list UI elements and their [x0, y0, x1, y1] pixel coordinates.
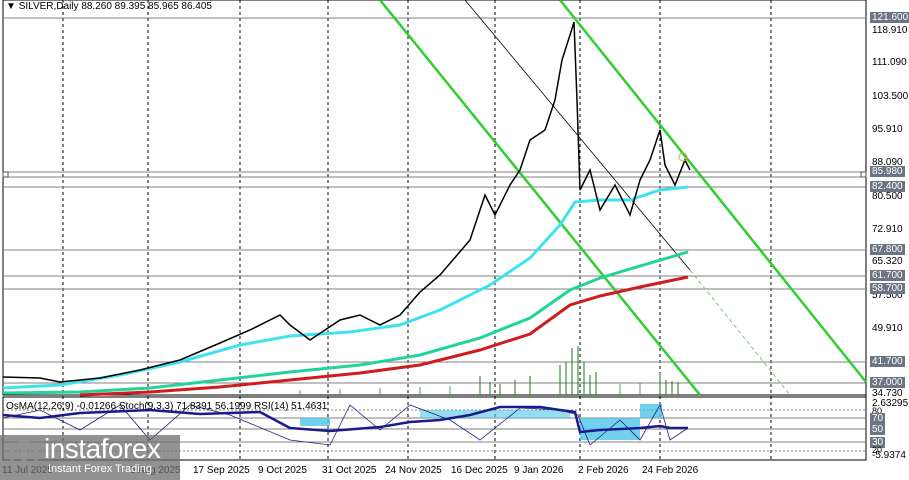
indicator-tag: 50: [870, 424, 886, 435]
indicator-label: 20: [872, 445, 883, 455]
price-tag: 61.700: [870, 270, 905, 281]
price-tag: 58.700: [870, 283, 905, 294]
indicator-title: OsMA(12,26,9) -0.01266 Stoch(9,3,3) 71.8…: [6, 401, 328, 412]
symbol-dropdown-icon[interactable]: ▼: [6, 1, 16, 12]
marker-circle: [678, 152, 688, 162]
price-tag: 85.980: [870, 166, 905, 177]
indicator-label: -5.9374: [872, 450, 906, 461]
price-label: 118.910: [872, 25, 908, 36]
date-label: 24 Nov 2025: [385, 465, 442, 476]
watermark-brand: instaforex: [44, 433, 161, 464]
price-label: 111.090: [872, 57, 907, 68]
price-label: 65.320: [872, 256, 903, 267]
ema-cyan: [2, 185, 689, 390]
price-label: 103.500: [872, 91, 909, 102]
date-label: 24 Feb 2026: [642, 465, 699, 476]
price-tag: 82.400: [870, 181, 905, 192]
price-label: 72.910: [872, 224, 903, 235]
indicator-label: 80: [872, 406, 883, 416]
trendline-projection: [689, 269, 791, 396]
indicator-tag: 70: [870, 413, 886, 424]
price-label: 88.090: [872, 157, 903, 168]
symbol-title: SILVER,Daily: [18, 1, 79, 12]
date-label: 2 Feb 2026: [578, 465, 629, 476]
price-label: 57.500: [872, 290, 903, 301]
chart-title: ▼ SILVER,Daily 88.260 89.395 85.965 86.4…: [6, 1, 212, 12]
price-label: 34.730: [872, 388, 903, 399]
ohlc-values: 88.260 89.395 85.965 86.405: [81, 1, 212, 12]
rsi-line: [2, 405, 688, 434]
trend-channel: [379, 0, 867, 396]
price-tag: 121.600: [870, 12, 909, 23]
price-label: 49.910: [872, 323, 903, 334]
price-candles: [2, 21, 691, 383]
price-tag: 37.000: [870, 377, 905, 388]
date-label: 17 Sep 2025: [193, 465, 250, 476]
date-label: 9 Jan 2026: [514, 465, 564, 476]
watermark-tagline: Instant Forex Trading: [48, 463, 152, 475]
date-label: 31 Oct 2025: [322, 465, 377, 476]
date-label: 16 Dec 2025: [451, 465, 508, 476]
ema-teal: [2, 250, 689, 395]
watermark-background: [0, 435, 180, 480]
stochastic-line: [2, 403, 689, 446]
indicator-tag: 30: [870, 437, 886, 448]
indicator-label: 2.63295: [872, 398, 909, 409]
volume-bars: [479, 346, 679, 395]
date-label: 9 Oct 2025: [258, 465, 307, 476]
horizontal-levels: [3, 17, 866, 384]
price-label: 95.910: [872, 124, 903, 135]
price-label: 80.500: [872, 191, 903, 202]
price-tag: 67.800: [870, 244, 905, 255]
price-tag: 41.700: [870, 356, 905, 367]
vertical-gridlines: [62, 0, 772, 460]
ema-red: [79, 275, 689, 397]
